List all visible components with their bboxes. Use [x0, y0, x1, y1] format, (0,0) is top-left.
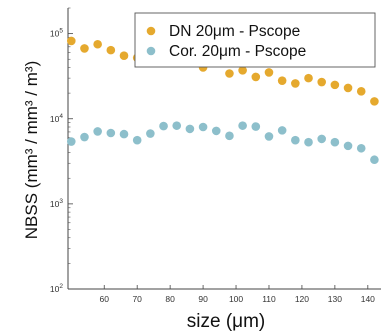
x-tick-label: 130: [328, 294, 342, 304]
data-point-cor: [93, 127, 102, 136]
data-point-cor: [264, 132, 274, 141]
data-point-cor: [291, 135, 300, 145]
data-point-dn: [264, 68, 274, 77]
data-point-cor: [225, 131, 234, 141]
data-point-cor: [211, 126, 221, 136]
x-tick-label: 120: [295, 294, 309, 304]
data-point-dn: [277, 76, 287, 85]
data-point-cor: [198, 122, 208, 132]
data-point-dn: [93, 39, 102, 49]
y-tick-label: 103: [50, 198, 63, 209]
data-point-cor: [132, 135, 142, 145]
x-tick-label: 140: [361, 294, 375, 304]
data-point-cor: [172, 121, 182, 130]
x-tick-label: 90: [198, 294, 208, 304]
data-point-cor: [356, 143, 366, 153]
data-point-cor: [317, 134, 326, 144]
y-axis-title: NBSS (mm³ / mm³ / m³): [22, 61, 41, 239]
data-point-dn: [66, 36, 76, 46]
data-point-cor: [66, 137, 76, 146]
data-point-dn: [370, 97, 379, 106]
data-point-cor: [370, 155, 379, 165]
data-point-dn: [251, 72, 261, 82]
x-tick-label: 100: [229, 294, 243, 304]
x-tick-label: 70: [132, 294, 142, 304]
data-point-cor: [330, 137, 340, 147]
y-tick-label: 105: [50, 28, 63, 39]
data-point-dn: [225, 69, 234, 78]
data-point-dn: [317, 77, 326, 87]
plot-area: [67, 8, 381, 290]
y-tick-label: 104: [50, 113, 63, 124]
x-axis-title: size (μm): [187, 311, 266, 332]
data-point-dn: [330, 80, 340, 90]
legend-marker-cor: [146, 46, 156, 56]
data-point-dn: [291, 79, 300, 88]
legend-marker-dn: [146, 26, 156, 36]
axis-ticks: 60 70 80 90 100 110 120 130 140 102 103 104 105: [50, 7, 375, 304]
data-point-cor: [159, 121, 168, 131]
data-point-dn: [238, 66, 247, 75]
data-point-dn: [356, 87, 366, 96]
data-point-cor: [119, 129, 129, 139]
data-point-cor: [251, 122, 261, 131]
data-point-cor: [106, 128, 116, 138]
data-point-cor: [185, 124, 195, 134]
y-tick-label: 102: [50, 283, 63, 294]
legend-box: [134, 12, 376, 68]
x-tick-label: 60: [100, 294, 110, 304]
data-point-dn: [106, 45, 116, 55]
data-point-dn: [343, 83, 353, 93]
data-point-dn: [304, 73, 313, 83]
x-tick-label: 110: [262, 294, 276, 304]
data-point-cor: [238, 121, 247, 130]
data-point-cor: [277, 126, 287, 135]
data-point-cor: [304, 137, 313, 147]
x-tick-label: 80: [165, 294, 175, 304]
data-point-cor: [343, 141, 353, 151]
data-point-cor: [80, 132, 89, 142]
legend-label-dn: DN 20μm - Pscope: [169, 23, 300, 40]
data-point-cor: [146, 129, 155, 138]
legend: DN 20μm - Pscope Cor. 20μm - Pscope: [134, 12, 376, 68]
legend-label-cor: Cor. 20μm - Pscope: [169, 43, 306, 60]
data-point-dn: [119, 51, 129, 61]
data-point-dn: [80, 44, 89, 53]
